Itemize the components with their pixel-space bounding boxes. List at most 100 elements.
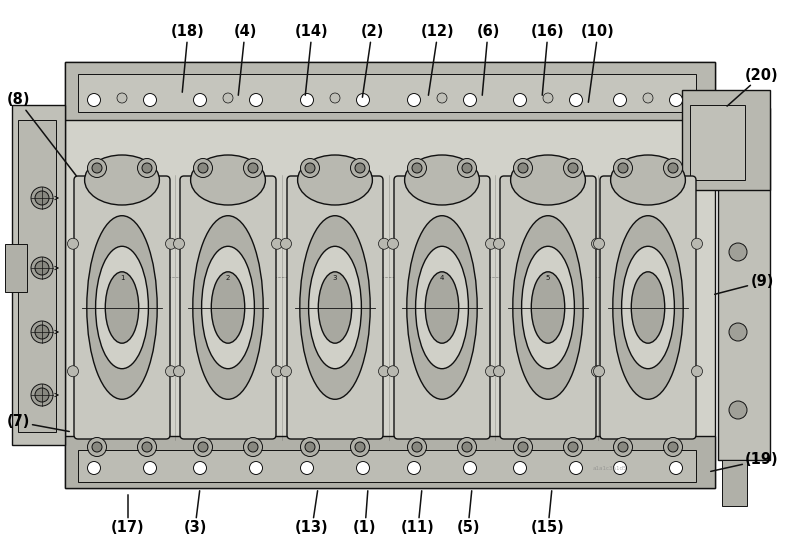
Circle shape — [174, 366, 185, 377]
Circle shape — [568, 163, 578, 173]
Circle shape — [378, 366, 390, 377]
Circle shape — [138, 158, 157, 178]
Ellipse shape — [193, 216, 263, 399]
Circle shape — [486, 366, 497, 377]
Circle shape — [35, 191, 49, 205]
Circle shape — [668, 442, 678, 452]
Text: (5): (5) — [456, 491, 480, 536]
Circle shape — [31, 187, 53, 209]
Circle shape — [407, 158, 426, 178]
Ellipse shape — [86, 216, 157, 399]
Ellipse shape — [631, 272, 665, 343]
FancyBboxPatch shape — [180, 176, 276, 439]
Circle shape — [194, 94, 206, 107]
Circle shape — [462, 163, 472, 173]
Ellipse shape — [622, 246, 674, 368]
Circle shape — [462, 442, 472, 452]
Bar — [65, 62, 715, 120]
Ellipse shape — [106, 272, 138, 343]
Bar — [18, 120, 56, 432]
Circle shape — [486, 238, 497, 249]
Circle shape — [437, 93, 447, 103]
Ellipse shape — [309, 246, 362, 368]
Circle shape — [301, 158, 319, 178]
Circle shape — [301, 437, 319, 456]
Bar — [78, 450, 696, 482]
Circle shape — [594, 238, 605, 249]
Circle shape — [198, 442, 208, 452]
Circle shape — [67, 366, 78, 377]
Circle shape — [591, 238, 602, 249]
Circle shape — [281, 238, 291, 249]
Text: (8): (8) — [6, 92, 76, 176]
Circle shape — [407, 461, 421, 475]
Ellipse shape — [318, 272, 352, 343]
Bar — [690, 105, 745, 180]
Circle shape — [31, 257, 53, 279]
Ellipse shape — [610, 155, 686, 205]
Circle shape — [35, 325, 49, 339]
Text: (4): (4) — [234, 25, 257, 95]
Circle shape — [407, 437, 426, 456]
Circle shape — [387, 366, 398, 377]
Circle shape — [223, 93, 233, 103]
Circle shape — [691, 366, 702, 377]
Circle shape — [614, 94, 626, 107]
Circle shape — [87, 158, 106, 178]
Circle shape — [568, 442, 578, 452]
Ellipse shape — [510, 155, 586, 205]
Circle shape — [87, 437, 106, 456]
Ellipse shape — [522, 246, 574, 368]
Circle shape — [691, 238, 702, 249]
Ellipse shape — [513, 216, 583, 399]
Circle shape — [166, 366, 177, 377]
Circle shape — [355, 442, 365, 452]
Circle shape — [271, 366, 282, 377]
Circle shape — [614, 437, 633, 456]
Text: (9): (9) — [714, 274, 774, 294]
Text: (17): (17) — [111, 495, 145, 536]
Circle shape — [378, 238, 390, 249]
Circle shape — [355, 163, 365, 173]
Text: (15): (15) — [531, 491, 565, 536]
Circle shape — [248, 163, 258, 173]
FancyBboxPatch shape — [500, 176, 596, 439]
Ellipse shape — [416, 246, 469, 368]
Ellipse shape — [531, 272, 565, 343]
Circle shape — [570, 461, 582, 475]
Ellipse shape — [426, 272, 458, 343]
Circle shape — [594, 366, 605, 377]
Circle shape — [143, 94, 157, 107]
Circle shape — [350, 437, 370, 456]
Circle shape — [618, 442, 628, 452]
Circle shape — [614, 461, 626, 475]
Text: (16): (16) — [531, 25, 565, 95]
Circle shape — [301, 94, 314, 107]
FancyBboxPatch shape — [74, 176, 170, 439]
Circle shape — [87, 461, 101, 475]
Circle shape — [305, 442, 315, 452]
Circle shape — [142, 442, 152, 452]
Circle shape — [412, 442, 422, 452]
Circle shape — [458, 158, 477, 178]
Circle shape — [563, 158, 582, 178]
Text: 1: 1 — [120, 274, 124, 280]
Text: (14): (14) — [295, 25, 329, 95]
Circle shape — [174, 238, 185, 249]
Circle shape — [514, 437, 533, 456]
Circle shape — [198, 163, 208, 173]
Circle shape — [250, 94, 262, 107]
Text: 3: 3 — [333, 274, 338, 280]
Circle shape — [243, 437, 262, 456]
Circle shape — [250, 461, 262, 475]
Text: (13): (13) — [295, 491, 329, 536]
Ellipse shape — [211, 272, 245, 343]
Circle shape — [663, 158, 682, 178]
Circle shape — [494, 238, 505, 249]
Ellipse shape — [190, 155, 266, 205]
Circle shape — [514, 94, 526, 107]
Bar — [65, 62, 715, 488]
Circle shape — [31, 384, 53, 406]
Circle shape — [643, 93, 653, 103]
Circle shape — [668, 163, 678, 173]
